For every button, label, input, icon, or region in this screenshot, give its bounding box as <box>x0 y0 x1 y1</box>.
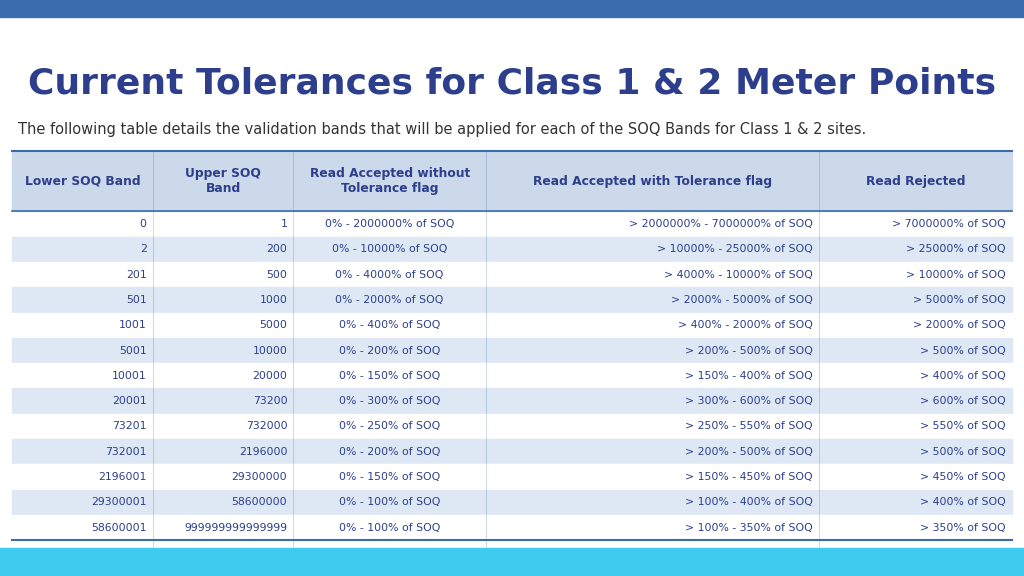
Text: > 300% - 600% of SOQ: > 300% - 600% of SOQ <box>685 396 813 406</box>
Text: 20001: 20001 <box>112 396 146 406</box>
Text: 0% - 100% of SOQ: 0% - 100% of SOQ <box>339 497 440 507</box>
Text: 0% - 150% of SOQ: 0% - 150% of SOQ <box>339 472 440 482</box>
Text: Read Accepted with Tolerance flag: Read Accepted with Tolerance flag <box>532 175 772 188</box>
Text: 2: 2 <box>140 244 146 255</box>
Text: > 4000% - 10000% of SOQ: > 4000% - 10000% of SOQ <box>665 270 813 279</box>
Text: 999999999999999: 999999999999999 <box>184 522 287 533</box>
Text: > 350% of SOQ: > 350% of SOQ <box>920 522 1006 533</box>
Text: > 500% of SOQ: > 500% of SOQ <box>920 346 1006 355</box>
Text: Current Tolerances for Class 1 & 2 Meter Points: Current Tolerances for Class 1 & 2 Meter… <box>28 66 996 101</box>
Bar <box>12 388 1012 414</box>
Bar <box>0 0 1024 17</box>
Text: 10001: 10001 <box>112 371 146 381</box>
Text: 0% - 2000000% of SOQ: 0% - 2000000% of SOQ <box>325 219 455 229</box>
Text: 1: 1 <box>281 219 287 229</box>
Text: 1001: 1001 <box>119 320 146 330</box>
Text: 10000: 10000 <box>252 346 287 355</box>
Bar <box>12 313 1012 338</box>
Text: 0% - 4000% of SOQ: 0% - 4000% of SOQ <box>336 270 443 279</box>
Text: > 7000000% of SOQ: > 7000000% of SOQ <box>892 219 1006 229</box>
Bar <box>12 439 1012 464</box>
Bar <box>0 548 1024 576</box>
Text: > 25000% of SOQ: > 25000% of SOQ <box>906 244 1006 255</box>
Text: 0: 0 <box>139 219 146 229</box>
Text: > 500% of SOQ: > 500% of SOQ <box>920 447 1006 457</box>
Text: > 450% of SOQ: > 450% of SOQ <box>920 472 1006 482</box>
Bar <box>12 262 1012 287</box>
Text: > 2000000% - 7000000% of SOQ: > 2000000% - 7000000% of SOQ <box>629 219 813 229</box>
Text: > 200% - 500% of SOQ: > 200% - 500% of SOQ <box>685 447 813 457</box>
Text: > 200% - 500% of SOQ: > 200% - 500% of SOQ <box>685 346 813 355</box>
Text: > 100% - 350% of SOQ: > 100% - 350% of SOQ <box>685 522 813 533</box>
Text: > 550% of SOQ: > 550% of SOQ <box>920 422 1006 431</box>
Text: 2196000: 2196000 <box>239 447 287 457</box>
Text: 0% - 2000% of SOQ: 0% - 2000% of SOQ <box>336 295 443 305</box>
Text: 73200: 73200 <box>253 396 287 406</box>
Bar <box>12 287 1012 313</box>
Text: Lower SOQ Band: Lower SOQ Band <box>25 175 140 188</box>
Text: 0% - 100% of SOQ: 0% - 100% of SOQ <box>339 522 440 533</box>
Text: 0% - 10000% of SOQ: 0% - 10000% of SOQ <box>332 244 447 255</box>
Text: 1000: 1000 <box>259 295 287 305</box>
Text: 501: 501 <box>126 295 146 305</box>
Text: 73201: 73201 <box>113 422 146 431</box>
Text: 58600000: 58600000 <box>231 497 287 507</box>
Bar <box>12 414 1012 439</box>
Text: > 2000% of SOQ: > 2000% of SOQ <box>912 320 1006 330</box>
Text: 5001: 5001 <box>119 346 146 355</box>
Text: 500: 500 <box>266 270 287 279</box>
Text: 29300000: 29300000 <box>231 472 287 482</box>
Text: > 2000% - 5000% of SOQ: > 2000% - 5000% of SOQ <box>671 295 813 305</box>
Bar <box>12 515 1012 540</box>
Text: 732000: 732000 <box>246 422 287 431</box>
Bar <box>12 151 1012 211</box>
Text: > 150% - 450% of SOQ: > 150% - 450% of SOQ <box>685 472 813 482</box>
Bar <box>12 211 1012 237</box>
Text: > 100% - 400% of SOQ: > 100% - 400% of SOQ <box>685 497 813 507</box>
Bar <box>12 540 1012 566</box>
Text: 0% - 150% of SOQ: 0% - 150% of SOQ <box>339 371 440 381</box>
Text: 20000: 20000 <box>252 371 287 381</box>
Text: > 250% - 550% of SOQ: > 250% - 550% of SOQ <box>685 422 813 431</box>
Text: 0% - 300% of SOQ: 0% - 300% of SOQ <box>339 396 440 406</box>
Text: 2196001: 2196001 <box>98 472 146 482</box>
Text: 0% - 250% of SOQ: 0% - 250% of SOQ <box>339 422 440 431</box>
Bar <box>12 566 1012 576</box>
Text: 0% - 200% of SOQ: 0% - 200% of SOQ <box>339 447 440 457</box>
Text: 0% - 200% of SOQ: 0% - 200% of SOQ <box>339 346 440 355</box>
Bar <box>12 464 1012 490</box>
Text: > 600% of SOQ: > 600% of SOQ <box>920 396 1006 406</box>
Text: > 400% - 2000% of SOQ: > 400% - 2000% of SOQ <box>678 320 813 330</box>
Text: > 150% - 400% of SOQ: > 150% - 400% of SOQ <box>685 371 813 381</box>
Text: > 10000% - 25000% of SOQ: > 10000% - 25000% of SOQ <box>657 244 813 255</box>
Text: > 5000% of SOQ: > 5000% of SOQ <box>912 295 1006 305</box>
Text: Read Accepted without
Tolerance flag: Read Accepted without Tolerance flag <box>309 167 470 195</box>
Bar <box>12 338 1012 363</box>
Bar <box>12 490 1012 515</box>
Text: > 400% of SOQ: > 400% of SOQ <box>920 371 1006 381</box>
Text: Read Rejected: Read Rejected <box>865 175 966 188</box>
Text: 732001: 732001 <box>105 447 146 457</box>
Text: 201: 201 <box>126 270 146 279</box>
Bar <box>12 237 1012 262</box>
Text: 0% - 400% of SOQ: 0% - 400% of SOQ <box>339 320 440 330</box>
Text: > 10000% of SOQ: > 10000% of SOQ <box>906 270 1006 279</box>
Text: The following table details the validation bands that will be applied for each o: The following table details the validati… <box>18 122 866 137</box>
Text: 29300001: 29300001 <box>91 497 146 507</box>
Text: Upper SOQ
Band: Upper SOQ Band <box>185 167 261 195</box>
Bar <box>12 363 1012 388</box>
Text: 5000: 5000 <box>259 320 287 330</box>
Text: 200: 200 <box>266 244 287 255</box>
Text: > 400% of SOQ: > 400% of SOQ <box>920 497 1006 507</box>
Text: 58600001: 58600001 <box>91 522 146 533</box>
